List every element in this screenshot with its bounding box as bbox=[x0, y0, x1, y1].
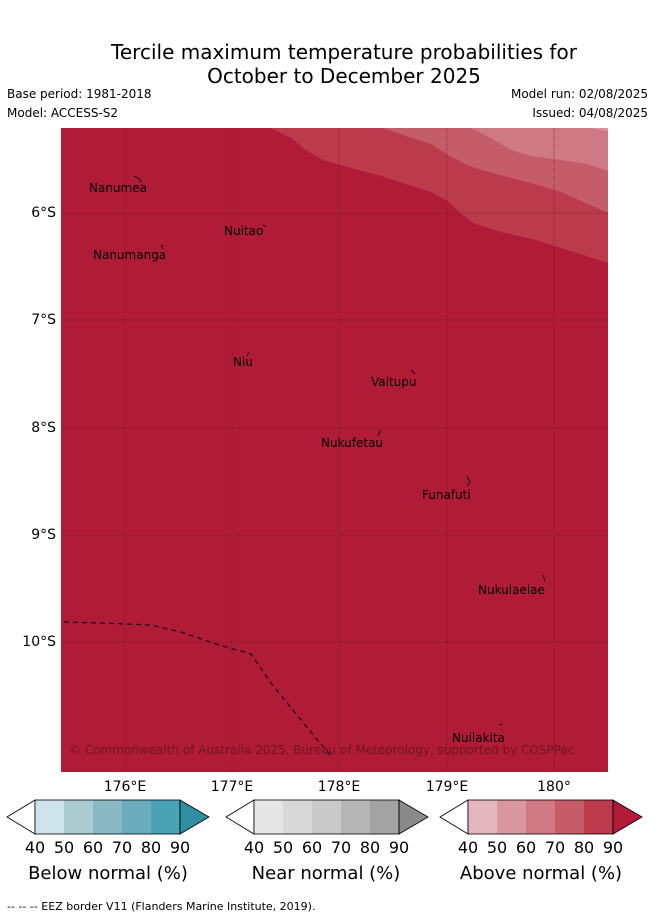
colorbar-segment bbox=[526, 800, 555, 834]
island-niu-outline bbox=[246, 351, 250, 357]
map-title: Tercile maximum temperature probabilitie… bbox=[0, 40, 655, 88]
place-label-nuitao: Nuitao bbox=[224, 224, 264, 238]
colorbar-outline bbox=[467, 799, 614, 835]
latitude-label: 7°S bbox=[31, 312, 56, 328]
latitude-label: 8°S bbox=[31, 420, 56, 436]
below-normal-legend-title: Below normal (%) bbox=[28, 863, 188, 884]
colorbar-tick: 60 bbox=[301, 838, 323, 857]
island-nanumanga-outline bbox=[160, 244, 164, 250]
colorbar-tick: 80 bbox=[573, 838, 595, 857]
colorbar-tick: 60 bbox=[515, 838, 537, 857]
colorbar-segment bbox=[497, 800, 526, 834]
place-label-funafuti: Funafuti bbox=[422, 488, 471, 502]
latitude-label: 6°S bbox=[31, 205, 56, 221]
colorbar-segment bbox=[555, 800, 584, 834]
probability-band-50-60 bbox=[471, 128, 608, 171]
latitude-label: 10°S bbox=[22, 634, 56, 650]
colorbar-tick: 40 bbox=[243, 838, 265, 857]
eez-footnote: -- -- -- EEZ border V11 (Flanders Marine… bbox=[7, 900, 316, 913]
colorbar-segment bbox=[151, 800, 180, 834]
colorbar-tick: 70 bbox=[330, 838, 352, 857]
place-label-vaitupu: Vaitupu bbox=[371, 375, 417, 389]
colorbar-segment bbox=[93, 800, 122, 834]
copyright-notice: © Commonwealth of Australia 2025, Bureau… bbox=[69, 743, 575, 757]
model-run-text: Model run: 02/08/2025 bbox=[510, 87, 648, 101]
colorbar-tick: 40 bbox=[24, 838, 46, 857]
colorbar-segment bbox=[612, 799, 643, 835]
colorbar-segment bbox=[122, 800, 151, 834]
colorbar-tick: 70 bbox=[111, 838, 133, 857]
colorbar-tick: 80 bbox=[140, 838, 162, 857]
below-normal-colorbar bbox=[5, 798, 215, 838]
colorbar-tick: 50 bbox=[53, 838, 75, 857]
near-normal-colorbar bbox=[224, 798, 434, 838]
colorbar-tick: 90 bbox=[388, 838, 410, 857]
issued-text: Issued: 04/08/2025 bbox=[532, 106, 648, 120]
longitude-label: 179°E bbox=[425, 779, 469, 795]
island-nuitao-outline bbox=[262, 224, 267, 228]
graticule bbox=[61, 128, 608, 772]
above-normal-legend-title: Above normal (%) bbox=[459, 863, 623, 884]
island-vaitupu-outline bbox=[410, 369, 416, 375]
map-title-line-2: October to December 2025 bbox=[207, 64, 481, 88]
colorbar-svg bbox=[6, 799, 210, 835]
colorbar-tick: 80 bbox=[359, 838, 381, 857]
above-normal-colorbar bbox=[438, 798, 648, 838]
island-nukufetau-outline bbox=[377, 429, 382, 437]
longitude-label: 177°E bbox=[210, 779, 254, 795]
colorbar-tick: 90 bbox=[169, 838, 191, 857]
longitude-label: 180° bbox=[537, 779, 571, 795]
model-text: Model: ACCESS-S2 bbox=[7, 106, 119, 120]
island-funafuti-outline bbox=[466, 475, 471, 487]
probability-band-40-50 bbox=[591, 128, 608, 131]
colorbar-outline bbox=[253, 799, 400, 835]
place-label-nukufetau: Nukufetau bbox=[321, 436, 384, 450]
island-nanumea-outline bbox=[133, 175, 142, 183]
colorbar-tick: 60 bbox=[82, 838, 104, 857]
colorbar-segment bbox=[370, 800, 399, 834]
place-label-nuilakita: Nuilakita bbox=[452, 731, 505, 745]
colorbar-segment bbox=[468, 800, 497, 834]
island-outlines bbox=[133, 175, 546, 726]
colorbar-segment bbox=[341, 800, 370, 834]
place-label-nanumea: Nanumea bbox=[89, 181, 147, 195]
colorbar-segment bbox=[312, 800, 341, 834]
colorbar-tick: 50 bbox=[486, 838, 508, 857]
map-title-line-1: Tercile maximum temperature probabilitie… bbox=[111, 40, 577, 64]
island-nuilakita-outline bbox=[498, 723, 504, 726]
map-canvas bbox=[61, 128, 608, 772]
colorbar-segment bbox=[64, 800, 93, 834]
base-period-text: Base period: 1981-2018 bbox=[7, 87, 152, 101]
longitude-label: 178°E bbox=[317, 779, 361, 795]
colorbar-svg bbox=[225, 799, 429, 835]
colorbar-tick: 90 bbox=[602, 838, 624, 857]
colorbar-svg bbox=[439, 799, 643, 835]
map-panel[interactable] bbox=[61, 128, 608, 772]
island-nukulaelae-outline bbox=[542, 574, 546, 582]
colorbar-tick: 70 bbox=[544, 838, 566, 857]
colorbar-segment bbox=[584, 800, 613, 834]
colorbar-tick: 40 bbox=[457, 838, 479, 857]
eez-border-line bbox=[63, 621, 334, 759]
latitude-label: 9°S bbox=[31, 527, 56, 543]
place-label-niu: Niu bbox=[233, 355, 253, 369]
colorbar-segment bbox=[179, 799, 210, 835]
colorbar-segment bbox=[6, 799, 36, 835]
colorbar-segment bbox=[254, 800, 283, 834]
colorbar-segment bbox=[35, 800, 64, 834]
colorbar-tick: 50 bbox=[272, 838, 294, 857]
longitude-label: 176°E bbox=[103, 779, 147, 795]
colorbar-outline bbox=[34, 799, 181, 835]
colorbar-segment bbox=[439, 799, 469, 835]
colorbar-segment bbox=[283, 800, 312, 834]
colorbar-segment bbox=[225, 799, 255, 835]
near-normal-legend-title: Near normal (%) bbox=[251, 863, 401, 884]
colorbar-segment bbox=[398, 799, 429, 835]
place-label-nukulaelae: Nukulaelae bbox=[478, 583, 545, 597]
place-label-nanumanga: Nanumanga bbox=[93, 248, 167, 262]
